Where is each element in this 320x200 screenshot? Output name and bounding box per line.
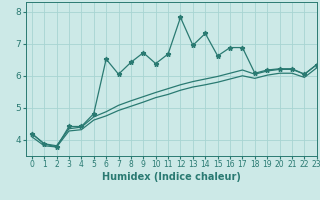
- X-axis label: Humidex (Indice chaleur): Humidex (Indice chaleur): [102, 172, 241, 182]
